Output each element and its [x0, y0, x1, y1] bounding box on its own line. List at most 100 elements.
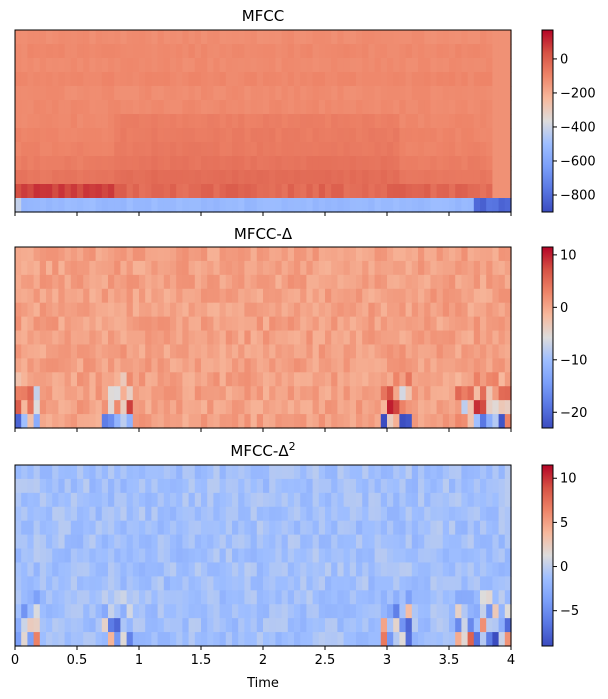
heatmap-cell: [170, 274, 177, 290]
heatmap-cell: [492, 72, 500, 87]
heatmap-cell: [139, 274, 146, 290]
heatmap-cell: [480, 372, 487, 387]
heatmap-cell: [287, 100, 295, 115]
heatmap-cell: [225, 576, 233, 591]
heatmap-cell: [77, 184, 84, 199]
heatmap-cell: [139, 590, 146, 605]
heatmap-cell: [387, 288, 394, 304]
heatmap-cell: [219, 288, 227, 304]
heatmap-cell: [263, 170, 270, 185]
heatmap-cell: [263, 30, 270, 45]
heatmap-cell: [399, 58, 407, 73]
heatmap-cell: [182, 288, 190, 304]
heatmap-cell: [498, 492, 506, 508]
heatmap-cell: [467, 184, 475, 199]
heatmap-cell: [114, 344, 121, 359]
heatmap-cell: [58, 30, 66, 45]
heatmap-cell: [114, 330, 121, 346]
heatmap-cell: [52, 274, 59, 290]
heatmap-cell: [232, 358, 239, 373]
heatmap-cell: [312, 576, 320, 591]
heatmap-cell: [405, 100, 413, 115]
heatmap-cell: [294, 576, 301, 591]
heatmap-cell: [325, 548, 332, 564]
heatmap-cell: [170, 316, 177, 332]
heatmap-cell: [492, 618, 500, 633]
heatmap-cell: [449, 274, 456, 290]
heatmap-cell: [15, 260, 22, 276]
heatmap-cell: [492, 198, 500, 213]
heatmap-cell: [238, 478, 245, 494]
heatmap-cell: [182, 30, 190, 45]
heatmap-cell: [473, 576, 481, 591]
heatmap-cell: [101, 400, 109, 415]
heatmap-cell: [411, 492, 419, 508]
heatmap-cell: [244, 492, 252, 508]
heatmap-cell: [139, 604, 146, 619]
heatmap-cell: [294, 414, 301, 429]
heatmap-cell: [39, 302, 47, 318]
heatmap-cell: [219, 386, 227, 401]
heatmap-cell: [176, 400, 183, 415]
heatmap-cell: [170, 414, 177, 429]
heatmap-cell: [120, 604, 128, 619]
heatmap-cell: [411, 520, 419, 536]
heatmap-cell: [337, 520, 345, 536]
heatmap-cell: [95, 330, 103, 346]
heatmap-cell: [52, 288, 59, 304]
heatmap-cell: [132, 562, 140, 577]
heatmap-cell: [294, 316, 301, 332]
heatmap-cell: [157, 372, 165, 387]
heatmap-cell: [151, 30, 159, 45]
heatmap-cell: [436, 128, 444, 143]
heatmap-cell: [39, 372, 47, 387]
heatmap-cell: [473, 344, 481, 359]
heatmap-cell: [442, 632, 450, 647]
heatmap-cell: [176, 520, 183, 536]
heatmap-cell: [455, 288, 462, 304]
heatmap-cell: [176, 590, 183, 605]
heatmap-cell: [405, 632, 413, 647]
heatmap-cell: [114, 58, 121, 73]
heatmap-cell: [114, 142, 121, 157]
heatmap-cell: [201, 400, 208, 415]
heatmap-cell: [504, 30, 512, 45]
heatmap-cell: [269, 316, 276, 332]
heatmap-cell: [337, 576, 345, 591]
heatmap-cell: [157, 142, 165, 157]
heatmap-cell: [163, 590, 171, 605]
heatmap-cell: [250, 288, 258, 304]
heatmap-cell: [442, 72, 450, 87]
heatmap-cell: [331, 400, 338, 415]
heatmap-cell: [424, 520, 431, 536]
heatmap-cell: [312, 302, 320, 318]
heatmap-cell: [461, 604, 469, 619]
heatmap-cell: [33, 72, 41, 87]
heatmap-cell: [244, 44, 252, 59]
heatmap-cell: [349, 72, 357, 87]
heatmap-cell: [207, 520, 214, 536]
heatmap-cell: [219, 400, 227, 415]
heatmap-cell: [132, 492, 140, 508]
heatmap-cell: [486, 562, 493, 577]
heatmap-cell: [58, 506, 66, 522]
heatmap-cell: [27, 114, 35, 129]
heatmap-cell: [498, 618, 506, 633]
heatmap-cell: [300, 330, 307, 346]
heatmap-cell: [89, 604, 97, 619]
heatmap-cell: [331, 142, 338, 157]
heatmap-cell: [176, 548, 183, 564]
heatmap-cell: [114, 492, 121, 508]
heatmap-cell: [498, 72, 506, 87]
heatmap-cell: [356, 372, 363, 387]
heatmap-cell: [163, 534, 171, 550]
heatmap-cell: [39, 260, 47, 276]
heatmap-cell: [139, 198, 146, 213]
heatmap-cell: [467, 114, 475, 129]
heatmap-cell: [461, 576, 469, 591]
heatmap-cell: [294, 478, 301, 494]
heatmap-cell: [331, 170, 338, 185]
heatmap-cell: [380, 618, 388, 633]
heatmap-cell: [269, 72, 276, 87]
heatmap-cell: [349, 465, 357, 480]
